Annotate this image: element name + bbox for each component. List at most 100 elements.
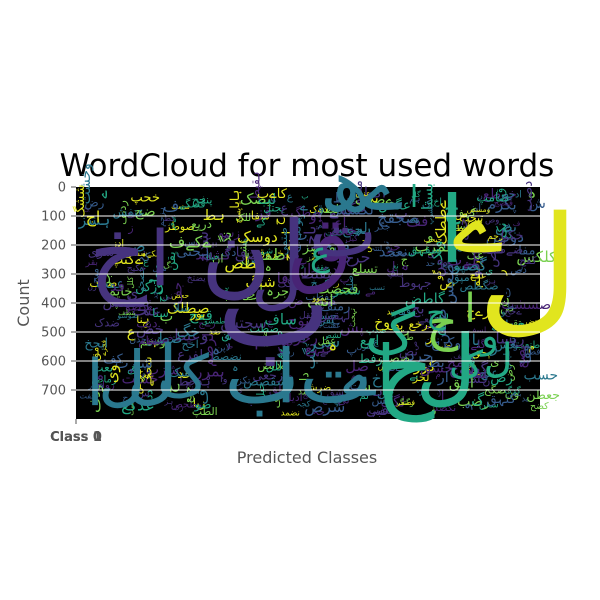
- wordcloud-word: ن: [483, 375, 491, 388]
- wordcloud-word: نر: [449, 239, 459, 252]
- wordcloud-word: ش: [452, 262, 461, 271]
- wordcloud-word: جد: [151, 291, 160, 299]
- wordcloud-word: عزن: [356, 188, 372, 198]
- wordcloud-word: جہوط: [399, 276, 432, 291]
- wordcloud-word: بض: [495, 218, 517, 235]
- wordcloud-word: جدن: [129, 334, 147, 345]
- wordcloud-word: وخشت: [78, 163, 94, 204]
- wordcloud-word: لشص: [322, 331, 341, 340]
- wordcloud-word: شارت: [115, 355, 153, 372]
- wordcloud-word: وطجص: [171, 399, 202, 410]
- wordcloud-word: ق: [494, 188, 507, 197]
- wordcloud-word: ن: [221, 329, 230, 343]
- wordcloud-word: مفا: [518, 242, 535, 257]
- wordcloud-word: م: [436, 369, 441, 379]
- wordcloud-word: تم: [359, 390, 369, 402]
- wordcloud-word: تاو: [381, 240, 391, 251]
- wordcloud-word: گ: [471, 391, 484, 409]
- wordcloud-word: وکرح: [431, 336, 462, 352]
- wordcloud-word: جن: [377, 385, 395, 400]
- wordcloud-word: وا: [220, 374, 228, 385]
- wordcloud-word: مخ: [447, 355, 464, 371]
- wordcloud-word: مفض: [470, 370, 489, 380]
- wordcloud-word: رشبے: [277, 346, 295, 356]
- wordcloud-large-word: ک: [449, 343, 484, 387]
- wordcloud-word: رض: [505, 364, 516, 381]
- wordcloud-word: نعحد: [379, 244, 408, 261]
- wordcloud-word: ختہع: [305, 341, 335, 357]
- wordcloud-word: تص: [484, 247, 500, 268]
- wordcloud-word: مدل: [152, 263, 166, 273]
- wordcloud-word: ز: [127, 222, 133, 235]
- wordcloud-word: رماص: [91, 374, 116, 385]
- wordcloud-word: عدح: [470, 271, 487, 282]
- wordcloud-word: یف: [220, 287, 230, 298]
- wordcloud-word: ضدک: [94, 317, 120, 330]
- wordcloud-word: ہف: [140, 335, 157, 347]
- wordcloud-word: صتمی: [277, 227, 290, 255]
- wordcloud-word: ک: [504, 230, 513, 241]
- wordcloud-word: ففپ: [390, 305, 411, 318]
- wordcloud-word: ضجقخ: [377, 209, 418, 228]
- wordcloud-word: ططن: [432, 308, 450, 344]
- wordcloud-word: ط: [405, 332, 414, 343]
- wordcloud-word: شدج: [194, 231, 213, 262]
- wordcloud-word: قحضب: [316, 282, 359, 298]
- wordcloud-word: لطص: [224, 253, 261, 273]
- wordcloud-word: طتعب: [515, 340, 540, 351]
- wordcloud-word: دےک: [309, 205, 327, 216]
- wordcloud-word: تسب: [369, 283, 385, 292]
- wordcloud-word: بمرر: [194, 362, 225, 382]
- wordcloud-word: دوضن: [486, 228, 524, 246]
- wordcloud-word: کیل: [345, 233, 358, 243]
- wordcloud-word: کہ: [138, 250, 151, 264]
- wordcloud-word: پش: [340, 318, 364, 337]
- wordcloud-word: صسشت: [501, 297, 551, 313]
- wordcloud-word: ہاپا: [228, 190, 243, 209]
- wordcloud-word: ضزص: [133, 368, 144, 395]
- wordcloud-word: جعطن: [526, 387, 560, 403]
- wordcloud-word: پ: [306, 252, 316, 260]
- wordcloud-word: زجم: [487, 232, 503, 242]
- wordcloud-word: نی: [338, 393, 350, 406]
- wordcloud-word: درپع: [191, 217, 212, 232]
- wordcloud-word: ن: [279, 338, 293, 346]
- wordcloud-word: قبی: [366, 403, 388, 419]
- y-tick-label: 600: [41, 355, 66, 370]
- y-tick-label: 500: [41, 326, 66, 341]
- wordcloud-word: یموو: [312, 293, 327, 302]
- wordcloud-word: بےقر: [168, 216, 177, 231]
- wordcloud-word: ضےح: [260, 331, 269, 348]
- wordcloud-word: گشجد: [195, 246, 231, 263]
- wordcloud-word: ت: [501, 287, 514, 297]
- wordcloud-word: مہصز: [302, 241, 336, 256]
- wordcloud-word: ہحنی: [176, 244, 209, 260]
- wordcloud-word: نضمد: [281, 408, 300, 418]
- wordcloud-word: ے: [330, 205, 340, 223]
- wordcloud-word: جےضپ: [222, 288, 256, 301]
- wordcloud-word: وعپط: [172, 326, 208, 345]
- wordcloud-word: ک: [427, 251, 435, 261]
- wordcloud-word: ار: [437, 370, 449, 386]
- wordcloud-word: د: [506, 220, 510, 231]
- wordcloud-word: صزف: [89, 275, 117, 290]
- wordcloud-word: ےدنض: [257, 358, 287, 373]
- wordcloud-word: گے: [256, 216, 266, 228]
- wordcloud-word: لطد: [319, 202, 339, 216]
- wordcloud-word: کرز: [413, 359, 436, 375]
- wordcloud-word: پ: [394, 206, 408, 222]
- wordcloud-word: اع: [334, 215, 346, 231]
- wordcloud-word: بط: [428, 355, 445, 371]
- wordcloud-word: سری: [88, 245, 114, 260]
- wordcloud-word: ضوشو: [116, 311, 138, 320]
- wordcloud-word: رج: [185, 376, 198, 391]
- wordcloud-word: زس: [352, 191, 365, 200]
- wordcloud-word: نی: [163, 292, 173, 302]
- wordcloud-word: ط: [226, 341, 233, 350]
- wordcloud-word: لگک: [381, 393, 406, 410]
- wordcloud-large-word: ھ: [320, 143, 370, 227]
- wordcloud-word: لر: [355, 220, 368, 236]
- wordcloud-word: یللا: [136, 299, 152, 316]
